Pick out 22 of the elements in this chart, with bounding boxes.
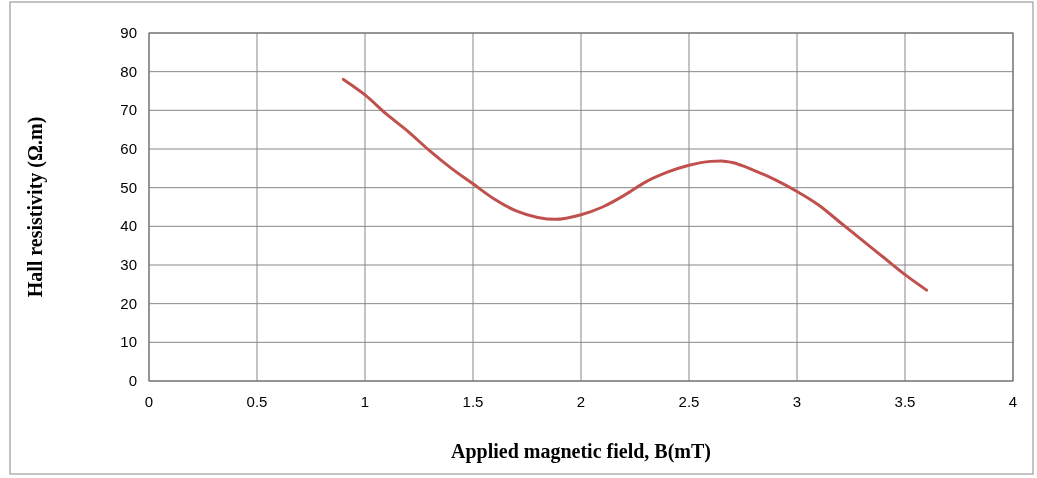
x-tick-label: 0.5 (246, 393, 268, 410)
x-tick-label: 3 (792, 393, 802, 410)
x-tick-label: 4 (1008, 393, 1018, 410)
x-tick-label: 0 (144, 393, 154, 410)
y-tick-label: 70 (120, 101, 137, 119)
x-axis-title: Applied magnetic field, B(mT) (451, 440, 711, 463)
y-tick-label: 30 (120, 256, 137, 273)
x-tick-label: 1 (360, 393, 370, 410)
x-tick-label: 3.5 (894, 393, 916, 410)
x-tick-label: 2.5 (678, 393, 700, 410)
y-tick-label: 90 (120, 24, 137, 41)
x-tick-label: 1.5 (462, 393, 484, 410)
y-tick-label: 80 (120, 62, 137, 80)
y-axis-title: Hall resistivity (Ω.m) (24, 116, 47, 298)
x-tick-label: 2 (576, 393, 586, 410)
y-tick-label: 0 (128, 372, 137, 389)
y-tick-label: 10 (120, 333, 137, 351)
y-tick-label: 40 (120, 217, 137, 235)
line-series (341, 77, 929, 292)
y-tick-label: 50 (120, 178, 137, 196)
y-tick-label: 60 (120, 140, 137, 157)
y-tick-label: 20 (120, 294, 137, 312)
